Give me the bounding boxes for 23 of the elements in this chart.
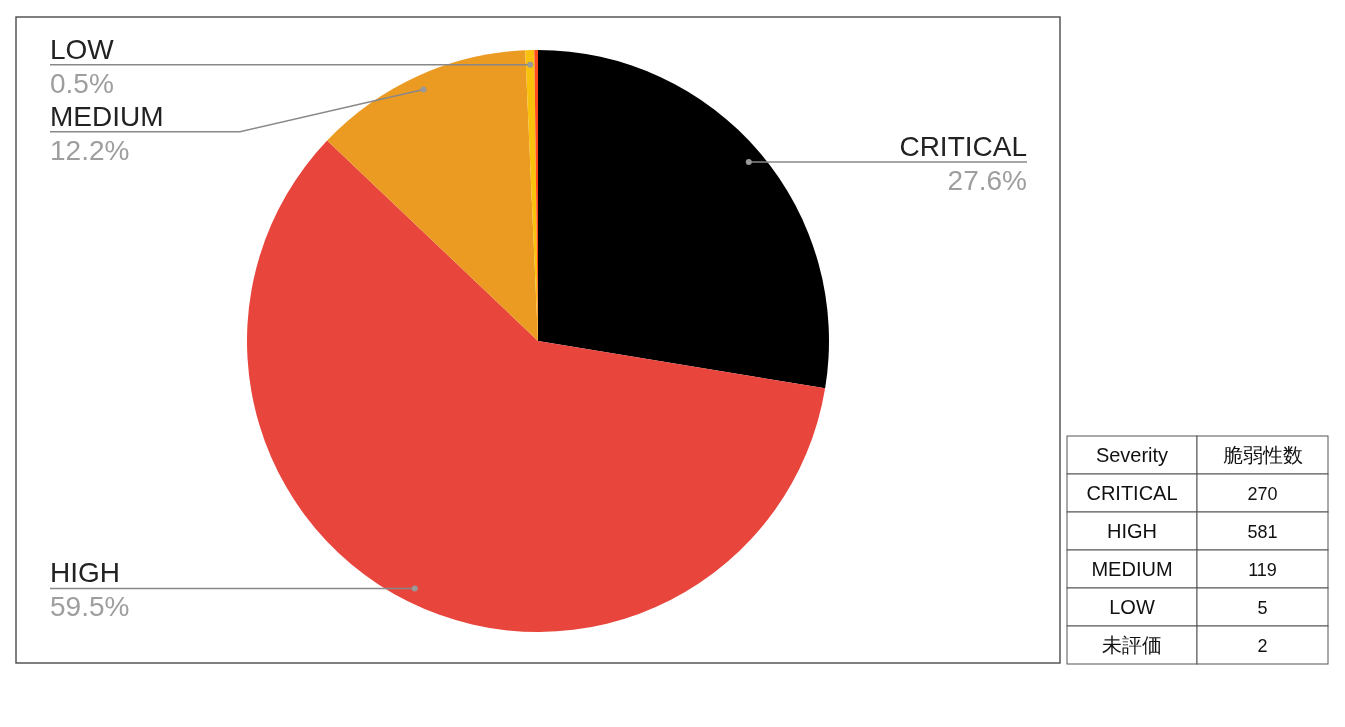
slice-label: CRITICAL bbox=[899, 131, 1027, 163]
text: 脆弱性数 bbox=[1222, 444, 1303, 466]
pie-slice bbox=[327, 50, 538, 341]
data-label: 270 bbox=[1247, 484, 1278, 504]
data-label: 59.5% bbox=[50, 591, 130, 623]
slice-label: LOW bbox=[50, 33, 115, 65]
data-label: 119 bbox=[1248, 560, 1277, 580]
slice-label: HIGH bbox=[50, 557, 120, 589]
data-label: 2 bbox=[1257, 636, 1268, 656]
data-label: 27.6% bbox=[947, 165, 1027, 197]
pie-slice bbox=[538, 50, 829, 389]
category-label: HIGH bbox=[1107, 520, 1157, 542]
data-label: 0.5% bbox=[50, 67, 114, 99]
category-label: 未評価 bbox=[1102, 634, 1162, 656]
text: Severity bbox=[1095, 444, 1169, 466]
data-label: 581 bbox=[1247, 522, 1278, 542]
category-label: LOW bbox=[1109, 596, 1155, 618]
pie-slice bbox=[247, 140, 826, 632]
category-label: MEDIUM bbox=[1091, 558, 1173, 580]
data-label: 12.2% bbox=[50, 134, 130, 166]
data-label: 5 bbox=[1257, 598, 1268, 618]
category-label: CRITICAL bbox=[1086, 482, 1178, 504]
slice-label: MEDIUM bbox=[50, 100, 164, 132]
